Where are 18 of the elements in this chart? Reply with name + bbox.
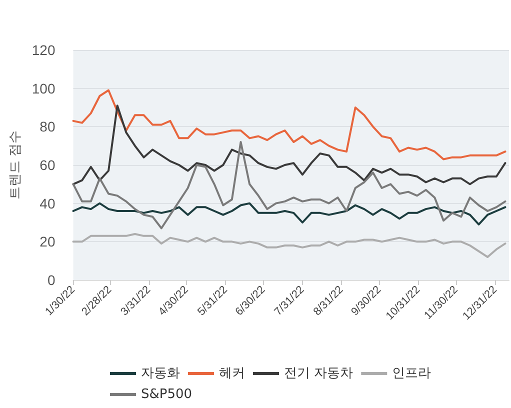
legend-label: S&P500: [141, 387, 192, 402]
y-tick-label: 60: [40, 157, 56, 173]
y-tick-label: 80: [40, 118, 56, 135]
line-series: [72, 141, 506, 230]
legend-label: 자동화: [141, 366, 180, 381]
line-series: [72, 89, 506, 160]
y-tick-label: 0: [47, 272, 56, 288]
y-tick-label: 100: [32, 80, 56, 96]
line-series: [72, 104, 506, 186]
y-tick-label: 40: [40, 195, 56, 212]
legend-label: 전기 자동차: [284, 366, 354, 381]
line-series: [72, 233, 506, 258]
legend-label: 인프라: [392, 366, 432, 381]
y-tick-label: 120: [32, 42, 56, 58]
y-tick-label: 20: [40, 234, 56, 250]
legend-label: 헤커: [219, 366, 245, 381]
y-axis-title: 트렌드 점수: [7, 130, 22, 200]
line-series: [72, 202, 506, 226]
